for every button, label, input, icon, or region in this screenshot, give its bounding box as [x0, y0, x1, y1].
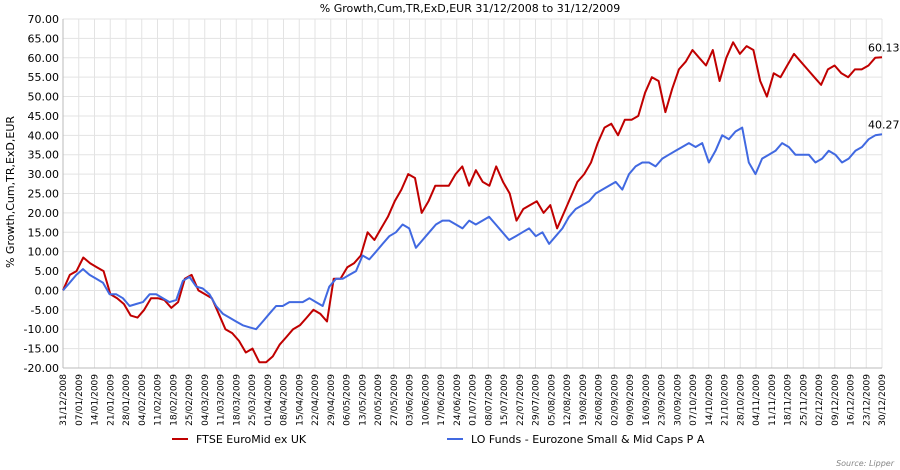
x-tick-label: 21/01/2009 — [106, 374, 116, 426]
y-tick-label: 60.00 — [28, 52, 60, 65]
y-tick-label: 55.00 — [28, 71, 60, 84]
y-tick-label: 10.00 — [28, 246, 60, 259]
y-tick-label: 40.00 — [28, 129, 60, 142]
x-tick-label: 14/01/2009 — [91, 374, 101, 426]
y-axis-ticks: 70.00 65.00 60.00 55.00 50.00 45.00 40.00 35.00… — [24, 13, 59, 375]
chart-title: % Growth,Cum,TR,ExD,EUR 31/12/2008 to 31… — [320, 2, 620, 15]
x-tick-label: 15/04/2009 — [295, 374, 305, 426]
x-tick-label: 25/02/2009 — [185, 374, 195, 426]
x-tick-label: 08/04/2009 — [280, 374, 290, 426]
x-tick-label: 25/11/2009 — [799, 374, 809, 426]
y-tick-label: 5.00 — [35, 265, 60, 278]
x-tick-label: 17/06/2009 — [437, 374, 447, 426]
grid — [62, 18, 883, 369]
x-tick-label: 16/12/2009 — [847, 374, 857, 426]
y-tick-label: -20.00 — [24, 362, 59, 375]
y-axis-label: % Growth,Cum,TR,ExD,EUR — [4, 116, 17, 268]
x-tick-label: 24/06/2009 — [453, 374, 463, 426]
x-tick-label: 22/07/2009 — [516, 374, 526, 426]
x-tick-label: 31/12/2008 — [59, 374, 69, 426]
y-tick-label: 45.00 — [28, 110, 60, 123]
x-tick-label: 20/05/2009 — [374, 374, 384, 426]
x-tick-label: 02/12/2009 — [815, 374, 825, 426]
x-tick-label: 18/11/2009 — [784, 374, 794, 426]
x-tick-label: 18/02/2009 — [169, 374, 179, 426]
x-tick-label: 15/07/2009 — [500, 374, 510, 426]
x-tick-label: 19/08/2009 — [579, 374, 589, 426]
x-tick-label: 28/10/2009 — [736, 374, 746, 426]
x-tick-label: 04/03/2009 — [201, 374, 211, 426]
y-tick-label: 30.00 — [28, 168, 60, 181]
x-tick-label: 03/06/2009 — [406, 374, 416, 426]
x-tick-label: 08/07/2009 — [484, 374, 494, 426]
y-tick-label: 25.00 — [28, 188, 60, 201]
x-tick-label: 29/07/2009 — [532, 374, 542, 426]
axes — [62, 19, 882, 369]
legend: FTSE EuroMid ex UK LO Funds - Eurozone Sm… — [172, 433, 705, 446]
y-tick-label: -10.00 — [24, 323, 59, 336]
x-tick-label: 02/09/2009 — [610, 374, 620, 426]
x-tick-label: 30/12/2009 — [878, 374, 888, 426]
series-end-label: 60.13 — [868, 41, 900, 54]
x-tick-label: 30/09/2009 — [673, 374, 683, 426]
x-tick-label: 10/06/2009 — [421, 374, 431, 426]
x-tick-label: 06/05/2009 — [343, 374, 353, 426]
x-tick-label: 23/09/2009 — [658, 374, 668, 426]
y-tick-label: 35.00 — [28, 149, 60, 162]
legend-item: FTSE EuroMid ex UK — [196, 433, 307, 446]
y-tick-label: 50.00 — [28, 91, 60, 104]
x-tick-label: 05/08/2009 — [547, 374, 557, 426]
series-line — [62, 41, 883, 364]
x-tick-label: 01/07/2009 — [469, 374, 479, 426]
x-tick-label: 01/04/2009 — [264, 374, 274, 426]
x-tick-label: 23/12/2009 — [862, 374, 872, 426]
x-tick-label: 27/05/2009 — [390, 374, 400, 426]
x-tick-label: 29/04/2009 — [327, 374, 337, 426]
x-tick-label: 04/02/2009 — [138, 374, 148, 426]
x-tick-label: 21/10/2009 — [721, 374, 731, 426]
y-tick-label: 0.00 — [35, 284, 60, 297]
y-tick-label: 70.00 — [28, 13, 60, 26]
source-note: Source: Lipper — [836, 459, 895, 468]
x-tick-label: 11/11/2009 — [768, 374, 778, 426]
x-tick-label: 11/03/2009 — [217, 374, 227, 426]
series-end-label: 40.27 — [868, 118, 900, 131]
x-tick-label: 13/05/2009 — [358, 374, 368, 426]
x-tick-label: 07/01/2009 — [75, 374, 85, 426]
x-axis-ticks: 31/12/2008 07/01/2009 14/01/2009 21/01/2009… — [59, 374, 888, 426]
series-line — [62, 126, 883, 331]
x-tick-label: 12/08/2009 — [563, 374, 573, 426]
x-tick-label: 11/02/2009 — [154, 374, 164, 426]
x-tick-label: 16/09/2009 — [642, 374, 652, 426]
x-tick-label: 25/03/2009 — [248, 374, 258, 426]
y-tick-label: 20.00 — [28, 207, 60, 220]
legend-item: LO Funds - Eurozone Small & Mid Caps P A — [471, 433, 705, 446]
series-group: 60.13 40.27 — [62, 41, 900, 364]
x-tick-label: 04/11/2009 — [752, 374, 762, 426]
y-tick-label: 65.00 — [28, 32, 60, 45]
y-tick-label: -15.00 — [24, 343, 59, 356]
x-tick-label: 14/10/2009 — [705, 374, 715, 426]
x-tick-label: 09/12/2009 — [831, 374, 841, 426]
x-tick-label: 22/04/2009 — [311, 374, 321, 426]
x-tick-label: 07/10/2009 — [689, 374, 699, 426]
y-tick-label: 15.00 — [28, 226, 60, 239]
x-tick-label: 18/03/2009 — [232, 374, 242, 426]
y-tick-label: -5.00 — [31, 304, 59, 317]
x-tick-label: 28/01/2009 — [122, 374, 132, 426]
x-tick-label: 09/09/2009 — [626, 374, 636, 426]
x-tick-label: 26/08/2009 — [595, 374, 605, 426]
